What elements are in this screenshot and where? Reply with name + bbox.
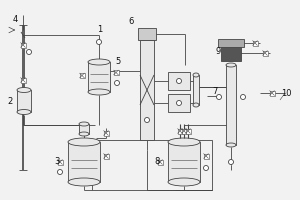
Bar (253, 40, 257, 46)
Circle shape (115, 80, 119, 86)
Text: 5: 5 (116, 58, 121, 66)
Text: 1: 1 (98, 25, 103, 34)
Ellipse shape (88, 89, 110, 95)
Bar (58, 160, 62, 164)
Circle shape (145, 117, 149, 122)
Ellipse shape (17, 110, 31, 114)
Bar (203, 154, 208, 158)
Ellipse shape (68, 138, 100, 146)
Bar (182, 129, 187, 134)
Bar (113, 70, 119, 75)
Text: 9: 9 (215, 47, 220, 56)
Bar (262, 50, 268, 55)
Ellipse shape (226, 143, 236, 147)
Bar (20, 77, 26, 82)
Bar (185, 129, 190, 134)
Bar (20, 43, 26, 47)
Bar (168, 142, 200, 182)
Bar (80, 73, 85, 78)
Text: 6: 6 (128, 18, 134, 26)
Circle shape (176, 100, 181, 106)
Bar (92, 140, 212, 190)
Text: 2: 2 (8, 97, 13, 106)
Bar (193, 75, 199, 105)
Bar (17, 90, 31, 112)
Ellipse shape (79, 122, 89, 126)
Circle shape (97, 40, 101, 45)
Ellipse shape (68, 178, 100, 186)
Bar (79, 124, 89, 134)
Circle shape (241, 95, 245, 99)
Bar (140, 40, 154, 140)
Ellipse shape (226, 63, 236, 67)
Bar (218, 39, 244, 47)
Text: 7: 7 (212, 88, 218, 97)
Circle shape (217, 95, 221, 99)
Circle shape (203, 166, 208, 170)
Bar (103, 130, 109, 136)
Text: 8: 8 (154, 158, 160, 166)
Circle shape (58, 170, 62, 174)
Bar (226, 65, 236, 145)
Bar (168, 72, 190, 90)
Ellipse shape (79, 132, 89, 136)
Bar (68, 142, 100, 182)
Bar (103, 154, 109, 158)
Circle shape (176, 78, 181, 84)
Bar (269, 90, 275, 96)
Text: 3: 3 (54, 158, 60, 166)
Ellipse shape (88, 59, 110, 65)
Text: 10: 10 (281, 88, 291, 98)
Bar (168, 94, 190, 112)
Circle shape (26, 49, 32, 54)
Ellipse shape (168, 138, 200, 146)
Bar (88, 62, 110, 92)
Text: 4: 4 (12, 16, 18, 24)
Ellipse shape (193, 73, 199, 77)
Bar (221, 43, 241, 61)
Ellipse shape (17, 88, 31, 92)
Ellipse shape (193, 103, 199, 107)
Circle shape (229, 160, 233, 164)
Bar (138, 28, 156, 40)
Bar (158, 160, 163, 164)
Ellipse shape (168, 178, 200, 186)
Bar (178, 129, 182, 134)
